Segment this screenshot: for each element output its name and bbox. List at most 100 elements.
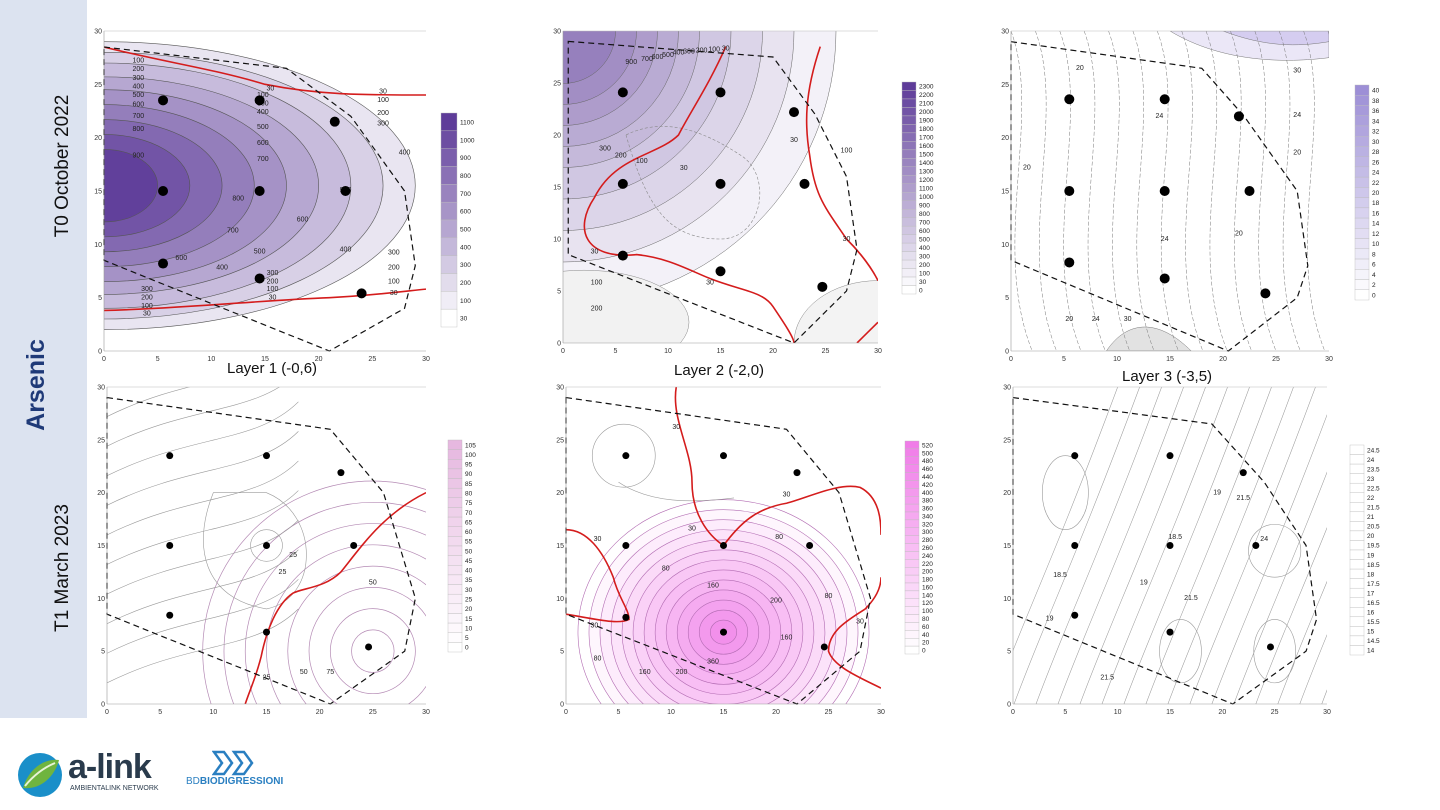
legend-label: 20	[1367, 533, 1375, 540]
legend-swatch	[447, 603, 463, 614]
x-tick-label: 5	[156, 356, 160, 363]
legend-label: 300	[460, 262, 471, 269]
legend-swatch	[447, 632, 463, 643]
y-tick-label: 25	[94, 82, 102, 89]
legend-swatch	[447, 536, 463, 547]
contour-label: 50	[300, 669, 308, 676]
x-tick-label: 20	[315, 356, 323, 363]
legend-label: 85	[465, 481, 473, 488]
legend-swatch	[1349, 559, 1365, 570]
legend-swatch	[904, 456, 920, 465]
monitoring-well	[1266, 643, 1274, 651]
monitoring-well	[254, 95, 265, 106]
y-tick-label: 0	[557, 341, 561, 348]
contour-label: 200	[591, 306, 603, 313]
legend-swatch	[440, 273, 458, 292]
legend-swatch	[901, 268, 917, 278]
site-boundary	[106, 396, 416, 705]
y-tick-label: 20	[556, 490, 564, 497]
legend-swatch	[904, 614, 920, 623]
legend-swatch	[901, 285, 917, 295]
layer-label-2: Layer 2 (-2,0)	[674, 362, 765, 379]
bd-text: BDBIODIGRESSIONI	[186, 776, 283, 787]
monitoring-well	[263, 628, 270, 636]
legend-label: 95	[465, 462, 473, 469]
contour-label: 700	[257, 156, 269, 163]
legend-swatch	[1349, 635, 1365, 646]
legend-swatch	[1354, 166, 1370, 178]
legend-swatch	[447, 507, 463, 518]
biodigressioni-logo	[211, 750, 256, 776]
contour-label: 400	[673, 50, 685, 57]
contour-label: 20	[1023, 164, 1031, 171]
legend-label: 500	[460, 226, 471, 233]
monitoring-well	[158, 186, 169, 196]
x-tick-label: 15	[1166, 356, 1174, 363]
x-tick-label: 30	[422, 356, 430, 363]
legend-label: 0	[919, 287, 923, 294]
legend-swatch	[447, 459, 463, 470]
legend-swatch	[1354, 238, 1370, 250]
x-tick-label: 5	[614, 348, 618, 355]
legend-label: 460	[922, 466, 933, 473]
legend-swatch	[904, 480, 920, 489]
x-tick-label: 20	[769, 348, 777, 355]
legend-label: 40	[1372, 88, 1380, 95]
legend-swatch	[1349, 607, 1365, 618]
y-tick-label: 15	[94, 189, 102, 196]
legend-swatch	[447, 574, 463, 585]
legend-label: 1300	[919, 169, 934, 176]
legend-label: 24	[1367, 457, 1375, 464]
legend-swatch	[447, 613, 463, 624]
contour-label: 20	[1065, 316, 1073, 323]
legend-label: 200	[460, 280, 471, 287]
y-tick-label: 15	[97, 543, 105, 550]
x-tick-label: 30	[422, 709, 430, 716]
legend-swatch	[447, 593, 463, 605]
legend-label: 20.5	[1367, 524, 1380, 531]
legend-label: 16	[1367, 610, 1375, 617]
contour-label: 21.5	[1100, 674, 1114, 681]
contour-label: 100	[708, 47, 720, 54]
isoline-30	[827, 577, 881, 689]
plot-area	[1011, 31, 1329, 351]
contour-label: 19	[1213, 490, 1221, 497]
contour-label: 30	[379, 89, 387, 96]
legend-label: 1500	[919, 152, 934, 159]
legend-swatch	[440, 130, 458, 149]
legend-swatch	[904, 582, 920, 592]
y-tick-label: 10	[97, 596, 105, 603]
contour-label: 900	[625, 59, 637, 66]
legend-swatch	[447, 478, 463, 489]
legend-swatch	[901, 81, 917, 91]
x-tick-label: 10	[667, 709, 675, 716]
monitoring-well	[1159, 94, 1170, 105]
legend-swatch	[901, 115, 917, 125]
monitoring-well	[1159, 186, 1170, 196]
legend-swatch	[1354, 125, 1370, 137]
monitoring-well	[166, 611, 174, 619]
legend-swatch	[440, 201, 458, 221]
legend-swatch	[904, 590, 920, 599]
contour-label: 100	[636, 158, 648, 165]
monitoring-well	[350, 542, 358, 549]
legend-label: 2300	[919, 84, 934, 91]
legend-label: 700	[919, 219, 930, 226]
legend-swatch	[904, 488, 920, 497]
contour-label: 300	[377, 121, 389, 128]
legend-label: 18.5	[1367, 562, 1380, 569]
sidebar	[0, 0, 87, 718]
contour-label: 20	[1235, 231, 1243, 238]
y-tick-label: 15	[1001, 189, 1009, 196]
legend-swatch	[447, 497, 463, 508]
legend-label: 30	[1372, 139, 1380, 146]
legend-swatch	[447, 555, 463, 566]
legend-label: 22	[1367, 495, 1375, 502]
contour-label: 100	[841, 147, 853, 154]
legend-swatch	[904, 551, 920, 560]
legend-swatch	[1354, 84, 1370, 96]
legend-swatch	[1354, 187, 1370, 198]
legend-swatch	[1349, 530, 1365, 541]
legend-swatch	[901, 90, 917, 100]
